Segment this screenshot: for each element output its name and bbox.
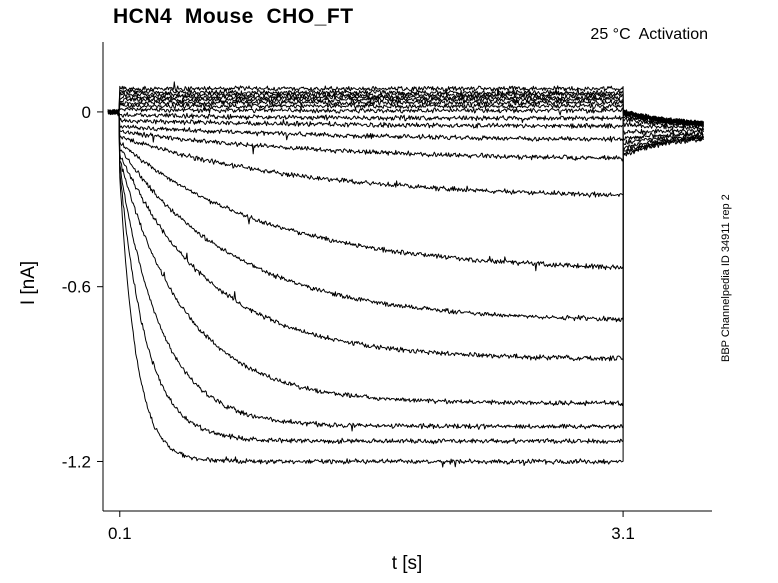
watermark-label: BBP Channelpedia ID 34911 rep 2: [720, 194, 732, 362]
current-trace: [107, 99, 704, 125]
current-trace: [107, 110, 705, 129]
chart-title: HCN4 Mouse CHO_FT: [113, 5, 354, 28]
y-tick-label: 0: [82, 103, 91, 122]
current-trace: [107, 109, 705, 407]
current-trace: [107, 110, 705, 432]
current-trace: [107, 102, 704, 126]
current-trace: [107, 110, 705, 162]
current-trace: [107, 109, 705, 198]
y-axis-label: I [nA]: [18, 260, 39, 306]
x-axis-label: t [s]: [391, 553, 423, 574]
current-trace: [107, 109, 705, 468]
current-trace: [107, 108, 705, 127]
chart-subtitle: 25 °C Activation: [590, 26, 708, 43]
x-tick-label: 0.1: [108, 524, 132, 543]
current-trace: [107, 94, 704, 126]
current-trace: [107, 110, 704, 143]
current-trace: [107, 109, 705, 272]
current-trace: [107, 107, 704, 126]
y-tick-label: -1.2: [62, 452, 91, 471]
trace-lines: [107, 81, 705, 468]
current-trace: [107, 96, 705, 125]
current-trace: [107, 81, 704, 125]
current-trace: [107, 109, 704, 445]
current-trace: [107, 109, 704, 362]
current-trace: [107, 109, 704, 323]
x-tick-label: 3.1: [611, 524, 635, 543]
current-trace: [107, 87, 704, 125]
y-tick-label: -0.6: [62, 278, 91, 297]
